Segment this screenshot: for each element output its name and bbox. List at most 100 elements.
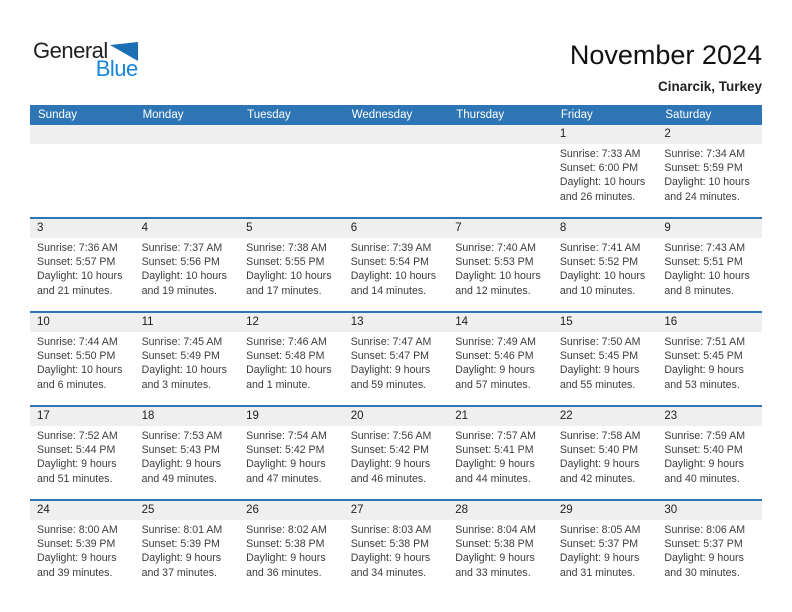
day-details: Sunrise: 7:46 AM Sunset: 5:48 PM Daylight:… bbox=[239, 332, 344, 405]
day-details: Sunrise: 7:57 AM Sunset: 5:41 PM Daylight:… bbox=[448, 426, 553, 499]
day-number: 1 bbox=[552, 125, 658, 144]
day-detail-sunrise: Sunrise: 7:45 AM bbox=[141, 336, 223, 348]
day-cell: 7 Sunrise: 7:40 AM Sunset: 5:53 PM Daylight… bbox=[448, 219, 553, 311]
day-details: Sunrise: 7:52 AM Sunset: 5:44 PM Daylight:… bbox=[30, 426, 135, 499]
day-cell: 12 Sunrise: 7:46 AM Sunset: 5:48 PM Dayligh… bbox=[239, 313, 344, 405]
day-detail-sunrise: Sunrise: 7:51 AM bbox=[664, 336, 746, 348]
day-detail-sunset: Sunset: 5:38 PM bbox=[350, 538, 430, 551]
day-detail-daylight_line2: and 55 minutes. bbox=[559, 378, 636, 391]
day-detail-daylight_line1: Daylight: 9 hours bbox=[455, 458, 535, 471]
day-details: Sunrise: 7:43 AM Sunset: 5:51 PM Daylight:… bbox=[657, 238, 762, 311]
day-cell: 20 Sunrise: 7:56 AM Sunset: 5:42 PM Dayligh… bbox=[343, 407, 449, 499]
day-detail-daylight_line1: Daylight: 10 hours bbox=[246, 270, 332, 283]
day-detail-daylight_line2: and 3 minutes. bbox=[141, 378, 212, 391]
day-detail-sunset: Sunset: 5:45 PM bbox=[559, 350, 639, 363]
weekday-header-saturday: Saturday bbox=[665, 109, 712, 121]
day-detail-sunset: Sunset: 5:44 PM bbox=[37, 444, 116, 457]
day-detail-sunset: Sunset: 6:00 PM bbox=[559, 162, 639, 175]
day-number: 28 bbox=[448, 501, 553, 520]
day-detail-sunset: Sunset: 5:55 PM bbox=[246, 256, 325, 269]
day-detail-sunset: Sunset: 5:56 PM bbox=[141, 256, 220, 269]
day-detail-sunrise: Sunrise: 7:50 AM bbox=[559, 336, 641, 348]
day-details: Sunrise: 7:44 AM Sunset: 5:50 PM Daylight:… bbox=[30, 332, 135, 405]
day-detail-daylight_line1: Daylight: 9 hours bbox=[350, 552, 431, 565]
day-detail-sunset: Sunset: 5:54 PM bbox=[350, 256, 430, 269]
day-detail-sunset: Sunset: 5:40 PM bbox=[664, 444, 743, 457]
day-details bbox=[239, 144, 344, 217]
day-detail-sunrise: Sunrise: 7:43 AM bbox=[664, 242, 746, 254]
day-cell-empty bbox=[343, 125, 449, 217]
day-detail-daylight_line1: Daylight: 9 hours bbox=[664, 458, 744, 471]
day-detail-daylight_line1: Daylight: 10 hours bbox=[246, 364, 332, 377]
day-number: 16 bbox=[657, 313, 762, 332]
day-detail-daylight_line2: and 33 minutes. bbox=[455, 566, 531, 579]
weekday-header-tuesday: Tuesday bbox=[247, 109, 291, 121]
general-blue-logo: General Blue bbox=[33, 38, 138, 80]
day-cell: 4 Sunrise: 7:37 AM Sunset: 5:56 PM Daylight… bbox=[134, 219, 240, 311]
day-detail-daylight_line1: Daylight: 9 hours bbox=[559, 458, 640, 471]
day-number: 20 bbox=[343, 407, 449, 426]
day-detail-sunrise: Sunrise: 7:52 AM bbox=[37, 430, 118, 442]
day-details bbox=[448, 144, 553, 217]
day-cell-empty bbox=[448, 125, 553, 217]
day-cell: 1 Sunrise: 7:33 AM Sunset: 6:00 PM Daylight… bbox=[552, 125, 658, 217]
weekday-header-monday: Monday bbox=[142, 109, 184, 121]
day-detail-daylight_line2: and 34 minutes. bbox=[350, 566, 427, 579]
day-detail-daylight_line1: Daylight: 10 hours bbox=[664, 270, 750, 283]
day-detail-sunset: Sunset: 5:37 PM bbox=[664, 538, 743, 551]
day-detail-sunrise: Sunrise: 7:57 AM bbox=[455, 430, 536, 442]
day-number: 23 bbox=[657, 407, 762, 426]
day-detail-daylight_line2: and 44 minutes. bbox=[455, 472, 531, 485]
day-detail-daylight_line1: Daylight: 9 hours bbox=[141, 552, 222, 565]
day-detail-sunrise: Sunrise: 7:40 AM bbox=[455, 242, 536, 254]
day-detail-daylight_line1: Daylight: 9 hours bbox=[350, 458, 431, 471]
day-cell: 16 Sunrise: 7:51 AM Sunset: 5:45 PM Dayligh… bbox=[657, 313, 762, 405]
day-details: Sunrise: 7:59 AM Sunset: 5:40 PM Daylight:… bbox=[657, 426, 762, 499]
day-cell: 23 Sunrise: 7:59 AM Sunset: 5:40 PM Dayligh… bbox=[657, 407, 762, 499]
logo-text-general: General bbox=[33, 38, 108, 63]
day-detail-daylight_line1: Daylight: 9 hours bbox=[664, 364, 744, 377]
day-detail-sunset: Sunset: 5:45 PM bbox=[664, 350, 743, 363]
day-detail-daylight_line2: and 12 minutes. bbox=[455, 284, 531, 297]
day-number: 8 bbox=[552, 219, 658, 238]
weekday-header-friday: Friday bbox=[560, 109, 593, 121]
day-number: 29 bbox=[552, 501, 658, 520]
day-number: 4 bbox=[134, 219, 240, 238]
day-details: Sunrise: 7:51 AM Sunset: 5:45 PM Daylight:… bbox=[657, 332, 762, 405]
day-detail-daylight_line2: and 8 minutes. bbox=[664, 284, 734, 297]
day-number: 24 bbox=[30, 501, 135, 520]
day-detail-daylight_line2: and 19 minutes. bbox=[141, 284, 217, 297]
day-detail-daylight_line1: Daylight: 10 hours bbox=[37, 364, 123, 377]
day-details: Sunrise: 7:49 AM Sunset: 5:46 PM Daylight:… bbox=[448, 332, 553, 405]
day-details: Sunrise: 8:01 AM Sunset: 5:39 PM Daylight:… bbox=[135, 520, 240, 593]
day-cell: 26 Sunrise: 8:02 AM Sunset: 5:38 PM Dayligh… bbox=[239, 501, 344, 593]
day-cell: 18 Sunrise: 7:53 AM Sunset: 5:43 PM Dayligh… bbox=[134, 407, 240, 499]
day-detail-daylight_line2: and 49 minutes. bbox=[141, 472, 217, 485]
day-number: 6 bbox=[343, 219, 449, 238]
day-details: Sunrise: 7:33 AM Sunset: 6:00 PM Daylight:… bbox=[553, 144, 658, 217]
day-cell: 21 Sunrise: 7:57 AM Sunset: 5:41 PM Dayligh… bbox=[448, 407, 553, 499]
day-number: 13 bbox=[343, 313, 449, 332]
day-detail-daylight_line2: and 47 minutes. bbox=[246, 472, 322, 485]
day-number bbox=[30, 125, 135, 144]
day-detail-daylight_line2: and 51 minutes. bbox=[37, 472, 113, 485]
day-number: 22 bbox=[552, 407, 658, 426]
day-detail-daylight_line2: and 57 minutes. bbox=[455, 378, 531, 391]
day-detail-daylight_line1: Daylight: 10 hours bbox=[664, 176, 750, 189]
calendar-table: Sunday Monday Tuesday Wednesday Thursday… bbox=[30, 105, 762, 593]
day-detail-daylight_line1: Daylight: 9 hours bbox=[664, 552, 744, 565]
logo-triangle-icon bbox=[109, 42, 138, 61]
day-detail-daylight_line1: Daylight: 10 hours bbox=[141, 270, 227, 283]
day-number: 17 bbox=[30, 407, 135, 426]
day-details: Sunrise: 7:53 AM Sunset: 5:43 PM Daylight:… bbox=[135, 426, 240, 499]
page-title: November 2024 bbox=[569, 40, 762, 70]
day-cell: 19 Sunrise: 7:54 AM Sunset: 5:42 PM Dayligh… bbox=[239, 407, 344, 499]
day-detail-daylight_line2: and 36 minutes. bbox=[246, 566, 322, 579]
day-detail-sunset: Sunset: 5:38 PM bbox=[246, 538, 325, 551]
day-detail-sunrise: Sunrise: 8:05 AM bbox=[559, 524, 641, 536]
day-detail-sunrise: Sunrise: 7:36 AM bbox=[37, 242, 118, 254]
day-number bbox=[134, 125, 240, 144]
day-number bbox=[448, 125, 553, 144]
day-details: Sunrise: 7:36 AM Sunset: 5:57 PM Daylight:… bbox=[30, 238, 135, 311]
day-detail-daylight_line2: and 53 minutes. bbox=[664, 378, 740, 391]
